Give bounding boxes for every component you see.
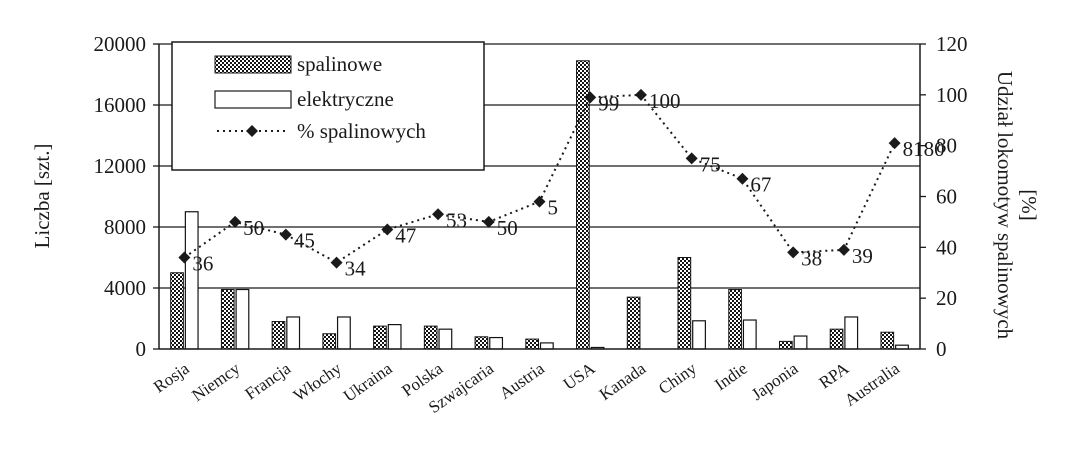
bar-spalinowe	[576, 60, 590, 350]
bar-elektryczne	[793, 335, 808, 350]
legend-swatch-spalinowe	[214, 55, 292, 74]
bar-spalinowe	[271, 321, 286, 350]
category-label: Włochy	[290, 358, 345, 405]
bar-elektryczne	[489, 336, 504, 350]
y-tick-label: 12000	[94, 154, 147, 178]
y2-tick-label: 60	[936, 185, 957, 209]
y2-axis-ticks: 0 20 40 60 80 100 120	[920, 32, 968, 361]
category-label: Francja	[241, 358, 294, 403]
data-label: 47	[395, 224, 416, 248]
bar-spalinowe	[322, 333, 337, 350]
bar-spalinowe	[474, 336, 489, 350]
line-marker	[330, 256, 343, 269]
y2-axis-title-line1: Udział lokomotyw spalinowych	[993, 71, 1017, 340]
y2-tick-label: 0	[936, 337, 947, 361]
y-tick-label: 20000	[94, 32, 147, 56]
line-marker	[685, 152, 698, 165]
line-series	[178, 88, 901, 269]
bar-spalinowe	[525, 338, 539, 350]
y2-tick-label: 120	[936, 32, 968, 56]
legend-swatch-elektryczne	[214, 90, 292, 109]
legend-label-spalinowe: spalinowe	[297, 52, 382, 76]
category-label: Chiny	[655, 358, 700, 398]
legend-marker	[246, 125, 258, 137]
y-tick-label: 0	[136, 337, 147, 361]
y2-tick-label: 100	[936, 83, 968, 107]
y-tick-label: 8000	[104, 215, 146, 239]
data-label: 39	[852, 244, 873, 268]
data-labels: 36 50 45 34 47 53 50 5 99 100 75 67 38 39 8180	[192, 89, 944, 281]
bar-elektryczne	[184, 211, 199, 350]
data-label: 99	[598, 91, 619, 115]
y-axis-ticks: 0 4000 8000 12000 16000 20000	[94, 32, 159, 361]
data-label: 67	[750, 173, 771, 197]
category-label: Australia	[841, 358, 903, 410]
data-label: 53	[446, 208, 467, 232]
bar-spalinowe	[677, 257, 692, 350]
line-marker	[736, 172, 749, 185]
data-label: 8180	[903, 137, 945, 161]
bar-elektryczne	[438, 328, 453, 350]
y2-axis-title-line2: [%]	[1017, 189, 1041, 220]
bar-elektryczne	[387, 324, 402, 350]
y-tick-label: 16000	[94, 93, 147, 117]
category-label: Japonia	[748, 358, 802, 404]
line-marker	[432, 208, 445, 221]
legend-label-elektryczne: elektryczne	[297, 87, 394, 111]
legend: spalinowe elektryczne % spalinowych	[171, 41, 485, 171]
bar-spalinowe	[626, 296, 641, 350]
bar-spalinowe	[778, 340, 793, 350]
category-label: USA	[560, 358, 599, 393]
line-marker	[229, 215, 242, 228]
line-marker	[584, 91, 597, 104]
data-label: 34	[345, 257, 367, 281]
data-label: 5	[548, 196, 559, 220]
y2-tick-label: 40	[936, 235, 957, 259]
category-label: Rosja	[150, 358, 193, 396]
category-label: Ukraina	[340, 358, 396, 405]
bar-spalinowe	[373, 325, 387, 350]
data-label: 75	[700, 152, 721, 176]
line-marker	[634, 88, 647, 101]
line-marker	[279, 228, 292, 241]
bar-elektryczne	[336, 316, 351, 350]
line-marker	[888, 137, 901, 150]
bar-elektryczne	[235, 288, 250, 350]
bar-elektryczne	[539, 342, 554, 350]
data-label: 100	[649, 89, 681, 113]
bar-elektryczne	[844, 316, 859, 350]
category-label: Kanada	[596, 358, 650, 404]
bar-elektryczne	[286, 316, 301, 350]
data-label: 36	[192, 252, 213, 276]
y-tick-label: 4000	[104, 276, 146, 300]
bar-elektryczne	[742, 319, 757, 350]
legend-label-procent: % spalinowych	[297, 119, 426, 143]
category-label: Austria	[496, 358, 548, 403]
category-label: Niemcy	[188, 358, 243, 405]
category-label: RPA	[815, 358, 852, 392]
bar-spalinowe	[170, 272, 184, 350]
line-marker	[178, 251, 191, 264]
bar-elektryczne	[692, 320, 706, 350]
category-label: Indie	[711, 359, 751, 395]
line-marker	[381, 223, 394, 236]
y2-tick-label: 20	[936, 286, 957, 310]
line-marker	[837, 243, 850, 256]
line-marker	[482, 215, 495, 228]
y2-tick-label: 80	[936, 134, 957, 158]
data-label: 50	[243, 216, 264, 240]
line-marker	[533, 195, 546, 208]
bar-spalinowe	[220, 289, 235, 350]
data-label: 50	[497, 216, 518, 240]
line-marker	[787, 246, 800, 259]
bar-spalinowe	[880, 331, 895, 350]
data-label: 45	[294, 229, 315, 253]
bar-spalinowe	[728, 289, 742, 350]
bar-spalinowe	[423, 325, 438, 350]
bar-spalinowe	[829, 328, 844, 350]
data-label: 38	[801, 246, 822, 270]
y-axis-title: Liczba [szt.]	[30, 144, 54, 249]
